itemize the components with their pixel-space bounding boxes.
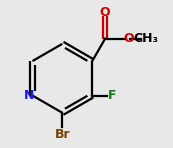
Text: O: O	[100, 6, 111, 19]
Text: Br: Br	[54, 128, 70, 141]
Text: F: F	[108, 89, 116, 102]
Text: N: N	[24, 89, 34, 102]
Text: O: O	[123, 32, 134, 45]
Text: CH₃: CH₃	[134, 32, 159, 45]
